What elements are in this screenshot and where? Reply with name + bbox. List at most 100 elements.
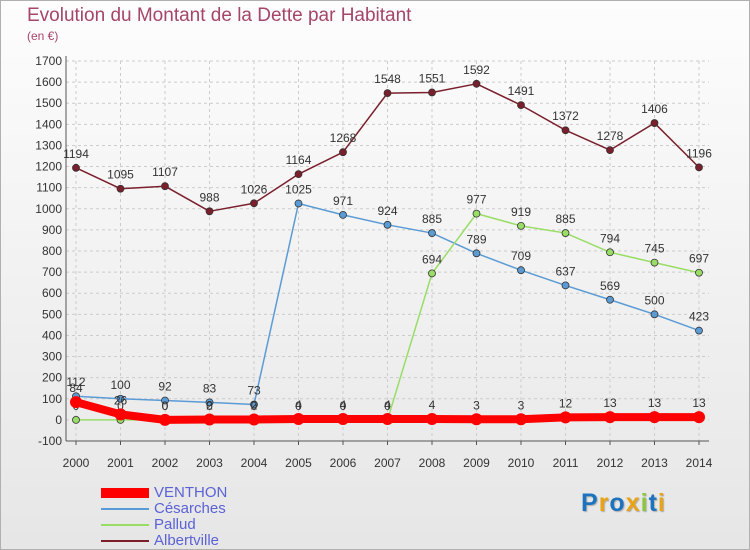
y-tick-label: 900 — [42, 223, 62, 237]
y-tick-label: 1300 — [35, 138, 62, 152]
data-label-c-sarches: 100 — [110, 378, 130, 392]
data-label-albertville: 988 — [199, 190, 219, 204]
data-label-c-sarches: 1025 — [285, 183, 312, 197]
logo-letter: i — [640, 489, 649, 517]
data-label-pallud: 794 — [600, 231, 620, 245]
legend-item-pallud: Pallud — [101, 517, 301, 533]
data-point-c-sarches — [428, 229, 436, 237]
data-label-albertville: 1372 — [552, 109, 579, 123]
data-label-pallud: 694 — [422, 252, 442, 266]
legend-label: Césarches — [154, 500, 226, 517]
x-tick-label: 2003 — [196, 456, 223, 470]
legend-swatch — [101, 540, 149, 542]
data-label-c-sarches: 112 — [66, 375, 85, 389]
data-label-venthon: 4 — [429, 398, 436, 412]
data-point-albertville — [606, 146, 614, 154]
x-tick-label: 2012 — [597, 456, 624, 470]
data-label-albertville: 1196 — [686, 146, 712, 160]
legend-label: VENTHON — [154, 484, 228, 501]
y-tick-label: 500 — [42, 307, 62, 321]
data-label-albertville: 1592 — [463, 63, 490, 77]
data-point-c-sarches — [650, 310, 659, 319]
logo-letter: t — [648, 489, 658, 517]
data-point-c-sarches — [695, 326, 703, 335]
y-tick-label: 1400 — [35, 117, 62, 131]
data-point-albertville — [205, 207, 214, 216]
data-point-albertville — [561, 126, 570, 135]
data-label-venthon: 2 — [206, 398, 213, 412]
chart-subtitle: (en €) — [27, 29, 59, 43]
data-label-pallud: 0 — [340, 399, 347, 413]
data-point-pallud — [650, 258, 659, 267]
data-point-venthon — [648, 411, 661, 424]
logo-letter: i — [657, 489, 666, 517]
data-point-pallud — [606, 248, 614, 257]
data-point-albertville — [294, 170, 303, 179]
data-point-venthon — [70, 396, 82, 409]
data-point-pallud — [517, 221, 525, 230]
data-point-albertville — [250, 199, 258, 208]
data-label-albertville: 1278 — [597, 129, 624, 143]
data-point-pallud — [428, 269, 436, 278]
data-label-pallud: 885 — [555, 212, 575, 226]
data-label-venthon: 2 — [251, 398, 258, 412]
data-label-albertville: 1026 — [241, 182, 268, 196]
y-tick-label: 400 — [42, 328, 62, 342]
proxiti-logo: Proxiti — [581, 489, 666, 518]
legend-label: Albertville — [154, 532, 220, 549]
x-tick-label: 2014 — [686, 456, 713, 470]
x-tick-label: 2002 — [152, 456, 179, 470]
x-tick-label: 2010 — [508, 456, 535, 470]
data-point-c-sarches — [339, 210, 347, 219]
data-point-venthon — [159, 413, 171, 426]
legend-item-albertville: Albertville — [101, 533, 301, 549]
data-label-c-sarches: 569 — [600, 279, 620, 293]
data-point-c-sarches — [606, 295, 614, 304]
y-tick-label: -100 — [38, 434, 62, 448]
data-label-pallud: 0 — [117, 399, 124, 413]
data-point-venthon — [515, 413, 527, 426]
data-point-albertville — [472, 79, 481, 88]
data-label-albertville: 1194 — [63, 147, 89, 161]
data-label-pallud: 919 — [511, 205, 531, 219]
x-tick-label: 2000 — [63, 456, 90, 470]
data-point-c-sarches — [250, 400, 258, 409]
data-point-albertville — [116, 184, 125, 193]
data-label-venthon: 12 — [559, 396, 573, 410]
y-tick-label: 200 — [42, 371, 62, 385]
data-label-c-sarches: 500 — [644, 293, 664, 307]
data-label-pallud: 0 — [251, 399, 258, 413]
data-label-venthon: 3 — [473, 398, 480, 412]
data-label-pallud: 0 — [384, 399, 391, 413]
data-label-albertville: 1164 — [286, 153, 312, 167]
data-point-albertville — [517, 101, 525, 110]
data-label-albertville: 1548 — [374, 72, 401, 86]
data-label-c-sarches: 73 — [247, 383, 261, 397]
y-tick-label: 100 — [42, 392, 62, 406]
data-label-pallud: 0 — [206, 399, 213, 413]
y-tick-label: 1500 — [35, 96, 62, 110]
logo-letter: P — [581, 489, 599, 517]
data-label-venthon: 13 — [603, 396, 617, 410]
y-tick-label: 800 — [42, 244, 62, 258]
data-point-albertville — [695, 163, 703, 172]
data-label-venthon: 3 — [518, 398, 525, 412]
data-point-pallud — [72, 415, 80, 424]
x-tick-label: 2004 — [241, 456, 268, 470]
data-point-c-sarches — [294, 199, 303, 208]
x-tick-label: 2006 — [330, 456, 357, 470]
data-point-albertville — [161, 182, 169, 191]
data-label-c-sarches: 789 — [466, 232, 486, 246]
data-point-c-sarches — [161, 396, 169, 405]
data-point-venthon — [114, 408, 127, 421]
data-point-albertville — [383, 89, 392, 97]
data-point-albertville — [650, 119, 659, 127]
x-tick-label: 2013 — [641, 456, 668, 470]
legend-swatch — [101, 488, 149, 498]
legend-swatch — [101, 524, 149, 526]
data-label-albertville: 1095 — [107, 168, 134, 182]
y-tick-label: 1100 — [36, 181, 62, 195]
data-label-c-sarches: 924 — [377, 204, 397, 218]
data-point-c-sarches — [472, 249, 481, 258]
data-label-venthon: 26 — [114, 393, 128, 407]
